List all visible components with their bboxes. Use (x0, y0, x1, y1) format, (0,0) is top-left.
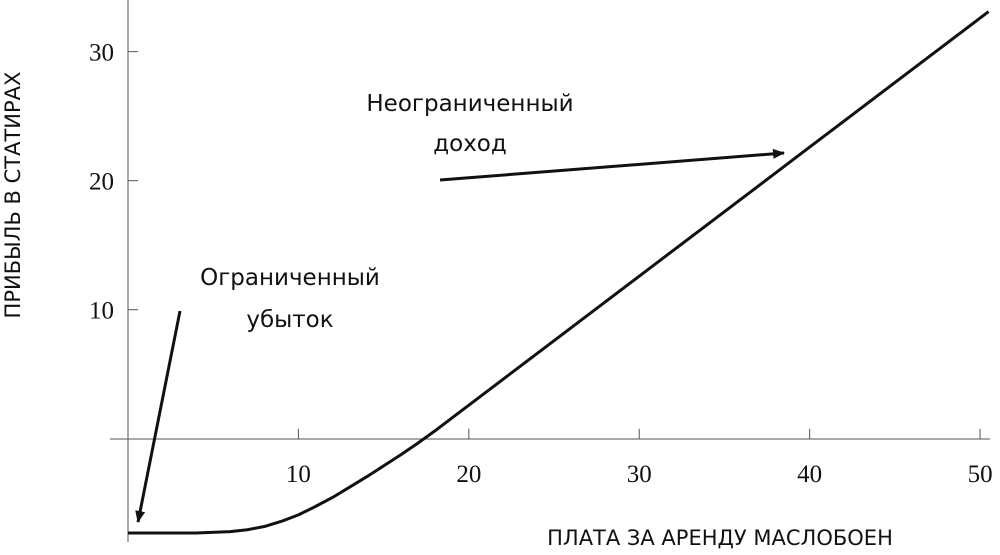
y-tick-label: 20 (89, 169, 114, 196)
x-axis-label: ПЛАТА ЗА АРЕНДУ МАСЛОБОЕН (547, 526, 893, 550)
x-tick-label: 10 (286, 461, 311, 488)
x-tick-label: 20 (456, 461, 481, 488)
data-line (128, 10, 990, 535)
annotation: Неограниченный (366, 91, 573, 117)
annotation: убыток (246, 307, 333, 333)
x-tick-label: 50 (968, 461, 993, 488)
y-tick-label: 10 (89, 298, 114, 325)
arrow (135, 310, 182, 523)
x-tick-label: 40 (797, 461, 822, 488)
annotation: доход (433, 131, 507, 157)
annotation: Ограниченный (200, 265, 380, 291)
y-axis-label: ПРИБЫЛЬ В СТАТИРАХ (1, 72, 25, 319)
arrow (439, 148, 785, 182)
y-tick-label: 30 (89, 40, 114, 67)
x-tick-label: 30 (627, 461, 652, 488)
